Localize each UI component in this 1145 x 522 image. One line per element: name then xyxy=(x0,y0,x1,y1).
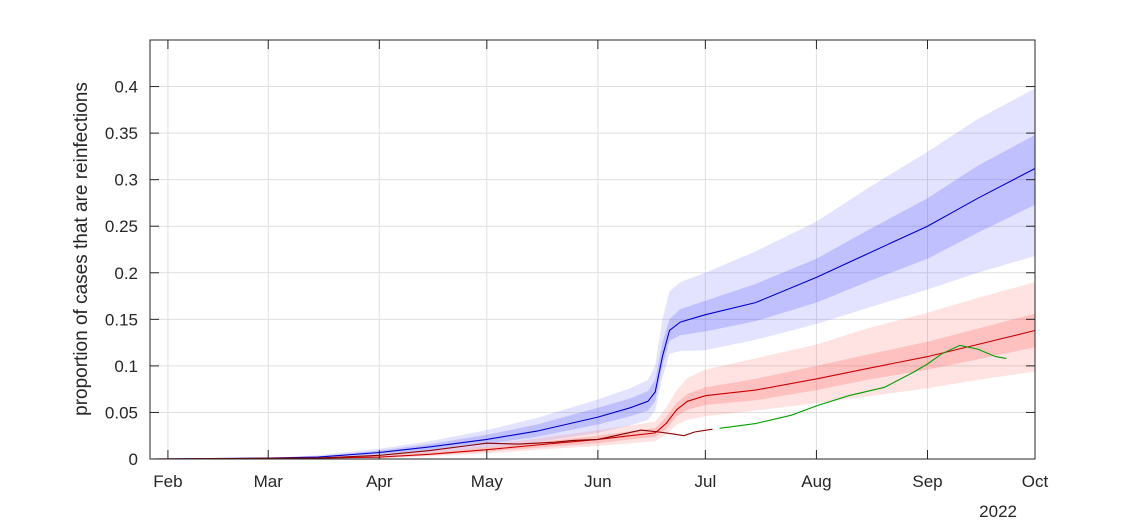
year-label: 2022 xyxy=(979,502,1017,521)
x-tick-label: Feb xyxy=(153,472,182,491)
plot-frame xyxy=(149,39,1036,460)
x-tick-label: Jun xyxy=(584,472,611,491)
y-axis-label: proportion of cases that are reinfection… xyxy=(71,82,92,416)
y-tick-label: 0 xyxy=(129,450,138,469)
x-tick-label: Aug xyxy=(801,472,831,491)
y-tick-label: 0.15 xyxy=(105,310,138,329)
series-1-line xyxy=(149,329,1036,460)
y-tick-label: 0.05 xyxy=(105,403,138,422)
x-tick-label: Jul xyxy=(694,472,716,491)
x-tick-label: Sep xyxy=(912,472,942,491)
x-axis-ticks: Feb Mar Apr May Jun Jul Aug Sep Oct xyxy=(153,40,1048,491)
y-axis-ticks: 0 0.05 0.1 0.15 0.2 0.25 0.3 0.35 0.4 xyxy=(105,78,1035,469)
series-3-line xyxy=(719,344,1007,429)
y-tick-label: 0.1 xyxy=(114,357,138,376)
x-tick-label: Mar xyxy=(254,472,284,491)
y-tick-label: 0.35 xyxy=(105,124,138,143)
series-0-outer-band xyxy=(150,88,1035,460)
grid-lines xyxy=(150,40,1036,460)
y-tick-label: 0.2 xyxy=(114,264,138,283)
x-tick-label: Oct xyxy=(1022,472,1049,491)
y-tick-label: 0.3 xyxy=(114,171,138,190)
plot-area xyxy=(150,40,1035,459)
x-tick-label: Apr xyxy=(366,472,393,491)
y-tick-label: 0.4 xyxy=(114,78,138,97)
series-2-line xyxy=(149,428,713,460)
x-tick-label: May xyxy=(471,472,504,491)
series-lines xyxy=(149,168,1036,460)
series-0-line xyxy=(149,168,1036,460)
y-tick-label: 0.25 xyxy=(105,217,138,236)
